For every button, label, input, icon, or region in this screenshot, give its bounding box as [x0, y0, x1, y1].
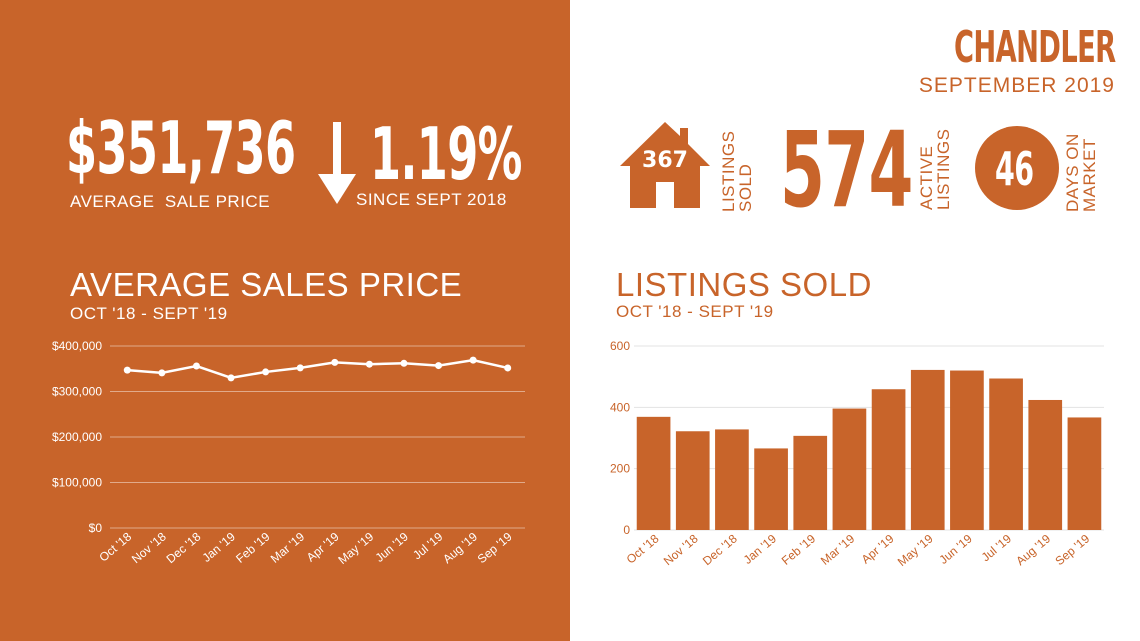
x-tick-label: Nov '18	[129, 529, 169, 566]
avg-sale-price-label: AVERAGE SALE PRICE	[70, 192, 271, 211]
price-series-line	[127, 358, 508, 380]
listings-chart-subtitle: OCT '18 - SEPT '19	[616, 302, 774, 321]
x-tick-label: Apr '19	[859, 531, 897, 566]
price-point	[365, 360, 373, 368]
listings-sold-label: LISTINGS SOLD	[719, 130, 755, 212]
change-pct-value: 1.19%	[370, 112, 522, 196]
y-tick-label: $100,000	[52, 476, 102, 490]
x-tick-label: Dec '18	[164, 529, 204, 566]
listings-bar	[832, 408, 867, 530]
x-tick-label: Jan '19	[741, 531, 780, 567]
active-listings-value: 574	[780, 109, 913, 231]
listings-bar	[675, 431, 710, 530]
y-tick-label: 0	[623, 523, 630, 537]
down-arrow-icon	[318, 122, 356, 204]
listings-bar	[636, 416, 671, 530]
price-chart-subtitle: OCT '18 - SEPT '19	[70, 304, 228, 323]
y-tick-label: $300,000	[52, 385, 102, 399]
average-sales-price-chart: $0 $100,000 $200,000 $300,000 $400,000 Oct '1…	[52, 339, 525, 567]
days-on-market-value: 46	[995, 142, 1034, 196]
x-tick-label: Dec '18	[700, 531, 740, 568]
x-tick-label: May '19	[335, 529, 376, 567]
price-chart-title: AVERAGE SALES PRICE	[70, 266, 463, 303]
y-tick-label: $200,000	[52, 430, 102, 444]
left-panel: $351,736 AVERAGE SALE PRICE 1.19% SINCE …	[0, 0, 570, 641]
x-tick-label: Feb '19	[779, 531, 819, 567]
x-tick-label: Sep '19	[1052, 531, 1092, 568]
y-tick-label: 400	[610, 400, 630, 414]
listings-sold-value: 367	[642, 148, 688, 173]
listings-bar	[1028, 399, 1063, 530]
active-listings-label: ACTIVE LISTINGS	[917, 128, 953, 210]
x-tick-label: Jun '19	[936, 531, 975, 567]
period-label: SEPTEMBER 2019	[918, 74, 1115, 97]
y-tick-label: 200	[610, 462, 630, 476]
price-point	[400, 359, 408, 367]
x-tick-label: Aug '19	[1013, 531, 1053, 568]
price-point	[469, 356, 477, 364]
x-tick-label: Nov '18	[661, 531, 701, 568]
price-point	[158, 369, 166, 377]
price-point	[262, 368, 270, 376]
x-tick-label: Feb '19	[233, 529, 273, 565]
y-tick-label: 600	[610, 339, 630, 353]
x-tick-label: Aug '19	[440, 529, 480, 566]
x-tick-label: Jul '19	[979, 531, 1015, 564]
right-panel: CHANDLER SEPTEMBER 2019 367 LISTINGS SOL…	[570, 0, 1140, 641]
listings-bar	[793, 435, 828, 530]
avg-sale-price-value: $351,736	[66, 106, 296, 190]
x-tick-label: Mar '19	[268, 529, 308, 565]
x-tick-label: May '19	[895, 531, 936, 569]
days-on-market-label: DAYS ON MARKET	[1063, 133, 1099, 212]
price-point	[296, 364, 304, 372]
x-tick-label: Jan '19	[200, 529, 239, 565]
days-on-market-circle	[975, 126, 1059, 210]
x-tick-label: Mar '19	[818, 531, 858, 567]
city-title: CHANDLER	[953, 22, 1115, 73]
price-point	[123, 366, 131, 374]
listings-bar	[910, 369, 945, 530]
listings-chart-title: LISTINGS SOLD	[616, 266, 872, 303]
listings-bar	[989, 378, 1023, 530]
y-tick-label: $0	[89, 521, 103, 535]
price-point	[435, 362, 443, 370]
listings-bar	[871, 389, 906, 530]
x-tick-label: Sep '19	[475, 529, 515, 566]
listings-bar	[950, 370, 984, 530]
change-label: SINCE SEPT 2018	[356, 190, 507, 209]
listings-bar	[1067, 417, 1102, 530]
price-point	[227, 374, 235, 382]
x-tick-label: Jun '19	[373, 529, 412, 565]
x-tick-label: Jul '19	[410, 529, 446, 562]
price-point	[192, 362, 200, 370]
listings-bar	[715, 429, 749, 530]
house-icon	[620, 120, 710, 210]
price-point	[331, 358, 339, 366]
price-point	[504, 364, 512, 372]
x-tick-label: Oct '18	[96, 529, 134, 564]
y-tick-label: $400,000	[52, 339, 102, 353]
x-tick-label: Apr '19	[304, 529, 342, 564]
listings-bar	[754, 448, 788, 530]
